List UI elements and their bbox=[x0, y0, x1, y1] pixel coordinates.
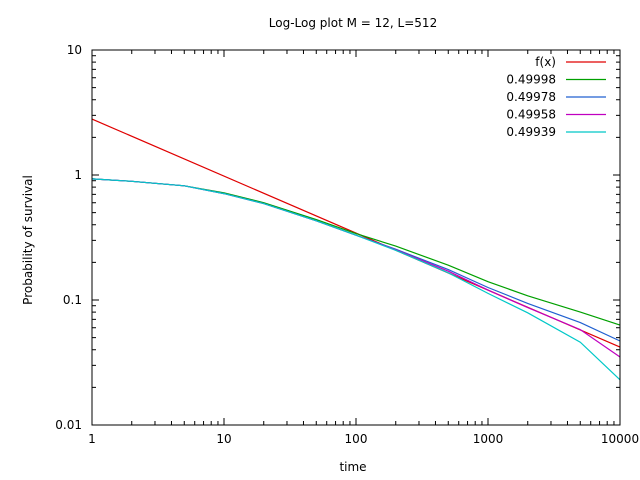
axis-ticks: 1 10 100 1000 10000 0.01 0.1 1 10 bbox=[55, 43, 639, 446]
legend-label: 0.49939 bbox=[506, 125, 556, 139]
legend-label: f(x) bbox=[535, 55, 556, 69]
plot-frame bbox=[91, 49, 621, 426]
series-line-2 bbox=[91, 178, 621, 342]
y-axis-label: Probability of survival bbox=[21, 175, 35, 305]
series-line-4 bbox=[91, 178, 621, 381]
series-line-1 bbox=[91, 178, 621, 326]
series-lines bbox=[91, 118, 621, 381]
y-tick-label: 10 bbox=[67, 43, 82, 57]
x-tick-label: 10 bbox=[216, 432, 231, 446]
legend-label: 0.49998 bbox=[506, 73, 556, 87]
x-tick-label: 1 bbox=[88, 432, 96, 446]
legend-label: 0.49978 bbox=[506, 90, 556, 104]
x-tick-label: 10000 bbox=[601, 432, 639, 446]
y-tick-label: 1 bbox=[74, 168, 82, 182]
x-tick-label: 100 bbox=[345, 432, 368, 446]
chart-title: Log-Log plot M = 12, L=512 bbox=[269, 16, 437, 30]
legend: f(x) 0.49998 0.49978 0.49958 0.49939 bbox=[506, 55, 606, 139]
legend-label: 0.49958 bbox=[506, 108, 556, 122]
series-line-3 bbox=[91, 178, 621, 358]
y-tick-label: 0.01 bbox=[55, 418, 82, 432]
y-tick-label: 0.1 bbox=[63, 293, 82, 307]
x-axis-label: time bbox=[339, 460, 366, 474]
x-tick-label: 1000 bbox=[473, 432, 504, 446]
